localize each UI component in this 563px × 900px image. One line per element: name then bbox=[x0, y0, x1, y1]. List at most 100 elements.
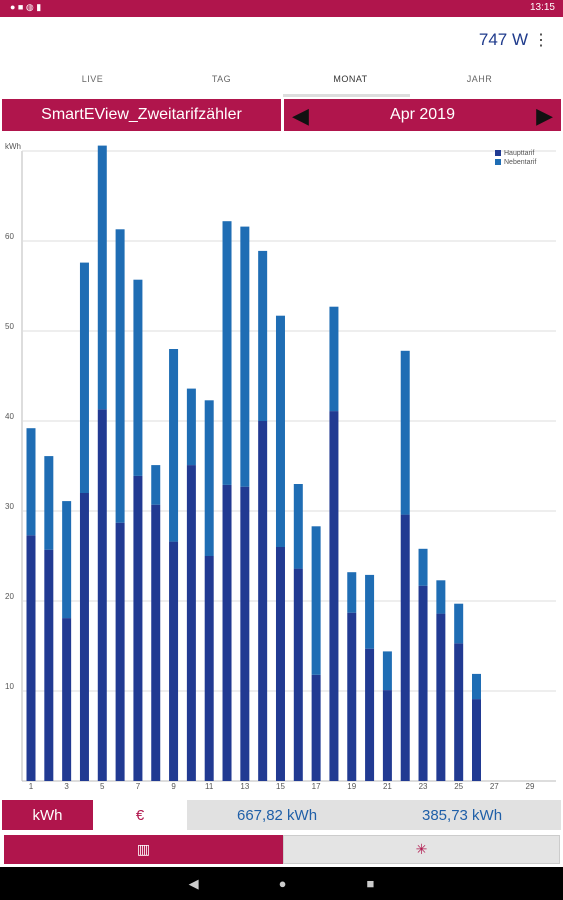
bar-segment bbox=[258, 250, 268, 421]
y-tick-label: 40 bbox=[5, 412, 14, 421]
bar-segment bbox=[275, 547, 285, 781]
bar-segment bbox=[62, 618, 72, 781]
bar-segment bbox=[329, 306, 339, 412]
y-tick-label: 60 bbox=[5, 232, 14, 241]
bar-segment bbox=[151, 465, 161, 505]
bar-segment bbox=[293, 568, 303, 781]
bar-segment bbox=[472, 673, 481, 700]
x-tick-label: 23 bbox=[419, 782, 428, 791]
x-tick-label: 15 bbox=[276, 782, 285, 791]
bar-segment bbox=[222, 221, 232, 485]
next[interactable]: ▶ bbox=[536, 103, 553, 128]
prev[interactable]: ◀ bbox=[292, 103, 309, 128]
home[interactable]: ● bbox=[278, 876, 287, 891]
bar-segment bbox=[79, 493, 89, 781]
y-tick-label: 50 bbox=[5, 322, 14, 331]
x-tick-label: 17 bbox=[312, 782, 321, 791]
bar-segment bbox=[329, 411, 339, 781]
tab[interactable]: MONAT bbox=[333, 74, 368, 84]
status-icons: ● ■ ◍ ▮ bbox=[10, 2, 42, 12]
x-tick-label: 19 bbox=[347, 782, 356, 791]
bar-segment bbox=[258, 421, 268, 781]
bar-segment bbox=[436, 613, 446, 781]
totals: 667,82 kWh 385,73 kWh bbox=[187, 800, 561, 830]
x-tick-label: 7 bbox=[136, 782, 141, 791]
bar-segment bbox=[454, 643, 464, 781]
bar-segment bbox=[26, 428, 36, 536]
period: Apr 2019 bbox=[390, 106, 455, 123]
bar-segment bbox=[365, 574, 375, 649]
bar-segment bbox=[26, 535, 36, 781]
tab[interactable]: LIVE bbox=[81, 74, 104, 84]
y-tick-label: 10 bbox=[5, 682, 14, 691]
unit-kwh[interactable]: kWh bbox=[2, 800, 93, 830]
bar-segment bbox=[382, 651, 392, 691]
x-tick-label: 21 bbox=[383, 782, 392, 791]
bar-segment bbox=[472, 699, 481, 781]
back[interactable]: ◀ bbox=[188, 875, 199, 891]
bar-segment bbox=[454, 603, 464, 644]
chart-view[interactable]: ▥ bbox=[4, 835, 283, 864]
total-haupt: 667,82 kWh bbox=[237, 807, 318, 824]
clock: 13:15 bbox=[529, 2, 555, 13]
x-tick-label: 1 bbox=[29, 782, 34, 791]
x-tick-label: 11 bbox=[205, 782, 214, 791]
tab-indicator bbox=[283, 94, 410, 97]
x-tick-label: 3 bbox=[64, 782, 69, 791]
x-tick-label: 29 bbox=[526, 782, 535, 791]
bar-segment bbox=[115, 522, 125, 781]
legend-label: Nebentarif bbox=[504, 159, 536, 166]
bar-segment bbox=[436, 580, 446, 614]
tab[interactable]: JAHR bbox=[466, 74, 493, 84]
bar-segment bbox=[240, 226, 250, 487]
bar-segment bbox=[204, 400, 214, 556]
bar-segment bbox=[400, 514, 410, 781]
bar-segment bbox=[169, 541, 179, 781]
bar-segment bbox=[222, 484, 232, 781]
y-tick-label: 20 bbox=[5, 592, 14, 601]
bar-segment bbox=[186, 388, 196, 466]
y-tick-label: 30 bbox=[5, 502, 14, 511]
unit-euro[interactable]: € bbox=[95, 800, 185, 830]
x-tick-label: 9 bbox=[171, 782, 176, 791]
recents[interactable]: ■ bbox=[366, 876, 375, 891]
bar-segment bbox=[400, 350, 410, 515]
bar-segment bbox=[97, 145, 107, 410]
bar-segment bbox=[133, 475, 143, 781]
power[interactable]: 747 W bbox=[478, 30, 528, 49]
bar-segment bbox=[133, 279, 143, 476]
tab[interactable]: TAG bbox=[211, 74, 232, 84]
bar-segment bbox=[44, 456, 54, 550]
period-selector: ◀ Apr 2019 ▶ bbox=[284, 99, 561, 131]
bar-segment bbox=[204, 556, 214, 781]
bar-segment bbox=[311, 526, 321, 675]
bar-segment bbox=[186, 465, 196, 781]
bar-segment bbox=[418, 548, 428, 586]
menu[interactable]: ⋮ bbox=[533, 32, 549, 49]
list-view[interactable]: ✳ bbox=[283, 835, 560, 864]
bar-segment bbox=[240, 486, 250, 781]
bar-segment bbox=[62, 501, 72, 619]
bar-segment bbox=[151, 504, 161, 781]
x-tick-label: 5 bbox=[100, 782, 105, 791]
legend-swatch bbox=[495, 150, 501, 156]
bar-segment bbox=[97, 409, 107, 781]
bar-segment bbox=[418, 585, 428, 781]
x-tick-label: 27 bbox=[490, 782, 499, 791]
legend-swatch bbox=[495, 159, 501, 165]
bar-segment bbox=[79, 262, 89, 493]
legend-label: Haupttarif bbox=[504, 150, 534, 157]
x-tick-label: 13 bbox=[240, 782, 249, 791]
bar-segment bbox=[382, 690, 392, 781]
bar-segment bbox=[311, 674, 321, 781]
bar-segment bbox=[44, 549, 54, 781]
total-neben: 385,73 kWh bbox=[422, 807, 503, 824]
meter-button[interactable]: SmartEView_Zweitarifzähler bbox=[2, 99, 281, 131]
bar-segment bbox=[347, 572, 357, 613]
bar-segment bbox=[293, 484, 303, 569]
y-tick-label: kWh bbox=[5, 142, 21, 151]
bar-segment bbox=[365, 648, 375, 781]
nav-bar: ◀ ● ■ bbox=[0, 867, 563, 900]
